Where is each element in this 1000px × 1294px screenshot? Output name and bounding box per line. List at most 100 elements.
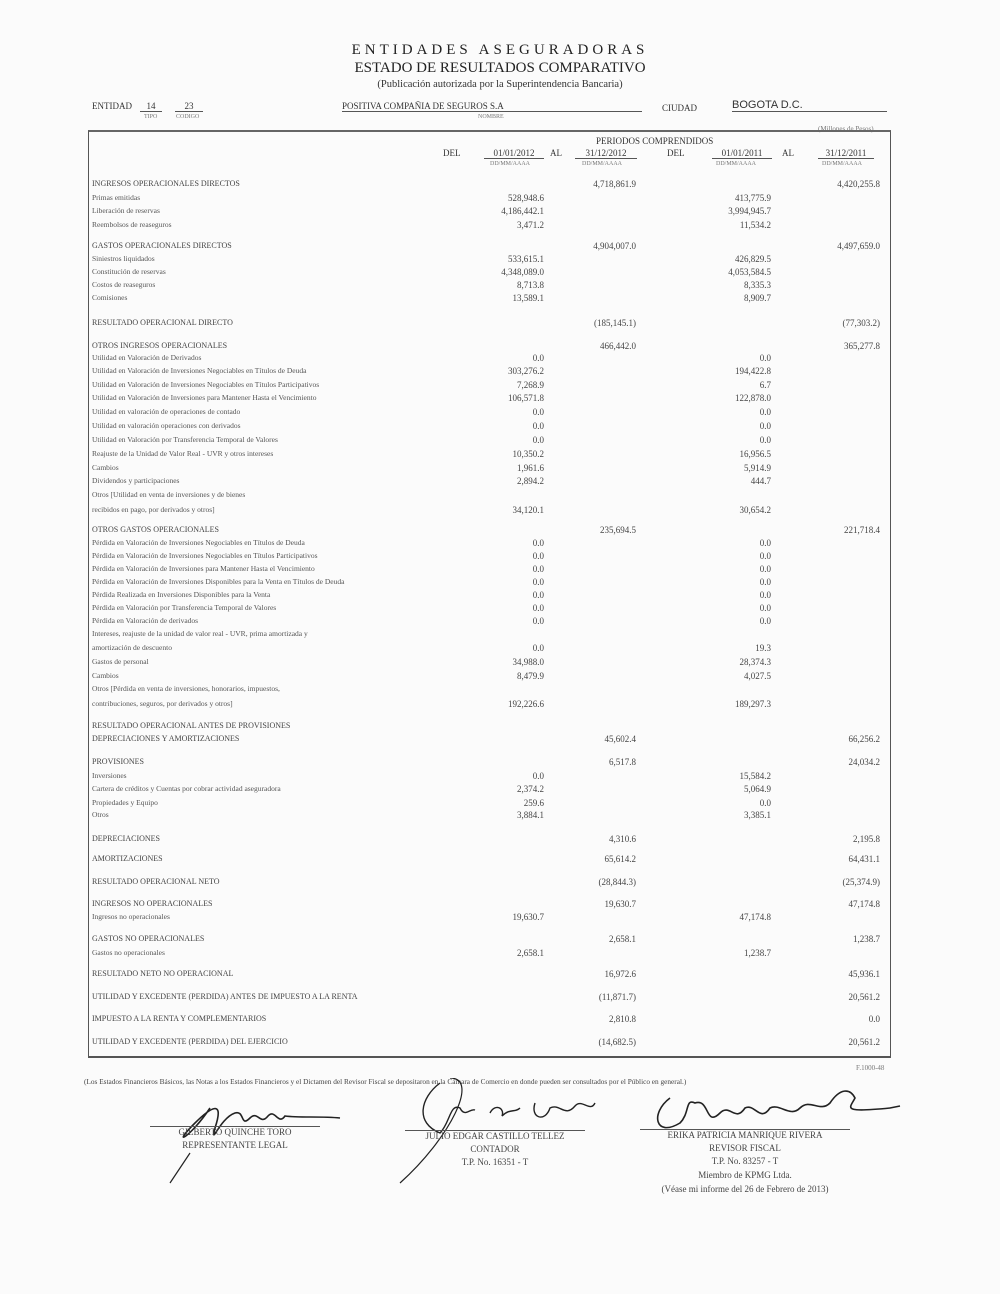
row-label: Reembolsos de reaseguros xyxy=(92,220,172,229)
statement-row: Utilidad en Valoración de Inversiones Ne… xyxy=(0,380,1000,392)
date-format-1: DD/MM/AAAA xyxy=(490,161,531,167)
total-2011: 4,420,255.8 xyxy=(837,179,880,189)
total-2012: 4,718,861.9 xyxy=(593,179,636,189)
period2-al-label: AL xyxy=(782,148,794,158)
statement-row: Gastos no operacionales 2,658.1 1,238.7 xyxy=(0,948,1000,960)
detail-2011: 0.0 xyxy=(759,798,771,808)
statement-row: Otros 3,884.1 3,385.1 xyxy=(0,810,1000,822)
row-label: Utilidad en Valoración de Inversiones pa… xyxy=(92,393,317,402)
statement-row: GASTOS OPERACIONALES DIRECTOS 4,904,007.0… xyxy=(0,241,1000,253)
total-2012: 16,972.6 xyxy=(604,969,637,979)
statement-row: OTROS GASTOS OPERACIONALES 235,694.5 221,7… xyxy=(0,525,1000,537)
detail-2011: 47,174.8 xyxy=(739,912,772,922)
statement-row: Gastos de personal 34,988.0 28,374.3 xyxy=(0,657,1000,669)
row-label: Cambios xyxy=(92,671,119,680)
total-2012: (14,682.5) xyxy=(598,1037,637,1047)
statement-row: GASTOS NO OPERACIONALES 2,658.1 1,238.7 xyxy=(0,934,1000,946)
detail-2012: 0.0 xyxy=(532,353,544,363)
detail-2011: 19.3 xyxy=(755,643,771,653)
statement-row: RESULTADO OPERACIONAL ANTES DE PROVISION… xyxy=(0,721,1000,733)
total-2011: 1,238.7 xyxy=(853,934,880,944)
row-label: Pérdida en Valoración por Transferencia … xyxy=(92,603,277,612)
detail-2011: 0.0 xyxy=(759,435,771,445)
detail-2011: 4,053,584.5 xyxy=(728,267,771,277)
row-label: OTROS INGRESOS OPERACIONALES xyxy=(92,341,228,350)
detail-2012: 0.0 xyxy=(532,551,544,561)
row-label: Pérdida en Valoración de Inversiones Neg… xyxy=(92,538,305,547)
period1-to: 31/12/2012 xyxy=(575,148,637,159)
row-label: amortización de descuento xyxy=(92,643,172,652)
total-2011: 20,561.2 xyxy=(848,992,881,1002)
statement-row: Utilidad en Valoración de Inversiones pa… xyxy=(0,393,1000,405)
detail-2011: 444.7 xyxy=(750,476,771,486)
legal-rep-role: REPRESENTANTE LEGAL xyxy=(182,1140,288,1150)
title-line1: ENTIDADES ASEGURADORAS xyxy=(351,42,649,58)
total-2011: 4,497,659.0 xyxy=(837,241,880,251)
statement-row: Otros [Utilidad en venta de inversiones … xyxy=(0,490,1000,502)
detail-2011: 0.0 xyxy=(759,590,771,600)
row-label: Propiedades y Equipo xyxy=(92,798,158,807)
detail-2012: 528,948.6 xyxy=(508,193,544,203)
row-label: Pérdida en Valoración de Inversiones Dis… xyxy=(92,577,345,586)
row-label: GASTOS OPERACIONALES DIRECTOS xyxy=(92,241,232,250)
period1-del-label: DEL xyxy=(443,148,461,158)
auditor-tp: T.P. No. 83257 - T xyxy=(711,1156,779,1166)
statement-row: amortización de descuento 0.0 19.3 xyxy=(0,643,1000,655)
detail-2012: 10,350.2 xyxy=(512,449,545,459)
row-label: Utilidad en valoración operaciones con d… xyxy=(92,421,241,430)
total-2011: 47,174.8 xyxy=(848,899,881,909)
row-label: RESULTADO OPERACIONAL NETO xyxy=(92,877,220,886)
row-label: Utilidad en valoración de operaciones de… xyxy=(92,407,241,416)
detail-2011: 4,027.5 xyxy=(744,671,771,681)
detail-2012: 0.0 xyxy=(532,771,544,781)
total-2012: (11,871.7) xyxy=(598,992,636,1002)
statement-row: Utilidad en Valoración por Transferencia… xyxy=(0,435,1000,447)
detail-2012: 0.0 xyxy=(532,643,544,653)
total-2011: 221,718.4 xyxy=(844,525,880,535)
statement-row: Pérdida en Valoración de Inversiones Dis… xyxy=(0,577,1000,589)
accountant-role: CONTADOR xyxy=(470,1144,520,1154)
row-label: Pérdida Realizada en Inversiones Disponi… xyxy=(92,590,271,599)
tipo-caption: TIPO xyxy=(144,114,158,120)
row-label: contribuciones, seguros, por derivados y… xyxy=(92,699,233,708)
total-2012: 2,810.8 xyxy=(609,1014,636,1024)
row-label: Inversiones xyxy=(92,771,127,780)
row-label: Pérdida en Valoración de Inversiones Neg… xyxy=(92,551,318,560)
date-format-3: DD/MM/AAAA xyxy=(716,161,757,167)
total-2011: 45,936.1 xyxy=(848,969,881,979)
row-label: UTILIDAD Y EXCEDENTE (PERDIDA) DEL EJERC… xyxy=(92,1037,288,1046)
statement-row: Reembolsos de reaseguros 3,471.2 11,534.2 xyxy=(0,220,1000,232)
total-2011: 2,195.8 xyxy=(853,834,880,844)
codigo-caption: CODIGO xyxy=(176,114,200,120)
statement-row: Ingresos no operacionales 19,630.7 47,174.… xyxy=(0,912,1000,924)
deposit-note: (Los Estados Financieros Básicos, las No… xyxy=(84,1077,687,1086)
detail-2011: 0.0 xyxy=(759,421,771,431)
ciudad-value: BOGOTA D.C. xyxy=(732,99,887,112)
period2-to: 31/12/2011 xyxy=(818,148,874,159)
row-label: PROVISIONES xyxy=(92,757,145,766)
detail-2011: 122,878.0 xyxy=(735,393,771,403)
statement-row: Utilidad en Valoración de Derivados 0.0 0.… xyxy=(0,353,1000,365)
detail-2012: 8,713.8 xyxy=(517,280,544,290)
statement-row: INGRESOS OPERACIONALES DIRECTOS 4,718,861… xyxy=(0,179,1000,191)
detail-2012: 13,589.1 xyxy=(512,293,545,303)
detail-2011: 8,909.7 xyxy=(744,293,771,303)
statement-row: AMORTIZACIONES 65,614.2 64,431.1 xyxy=(0,854,1000,866)
row-label: Liberación de reservas xyxy=(92,206,160,215)
detail-2012: 0.0 xyxy=(532,564,544,574)
statement-row: Pérdida en Valoración de Inversiones Neg… xyxy=(0,551,1000,563)
detail-2011: 11,534.2 xyxy=(739,220,771,230)
detail-2012: 303,276.2 xyxy=(508,366,544,376)
detail-2012: 7,268.9 xyxy=(517,380,544,390)
detail-2012: 533,615.1 xyxy=(508,254,544,264)
row-label: recibidos en pago, por derivados y otros… xyxy=(92,505,215,514)
detail-2012: 0.0 xyxy=(532,435,544,445)
detail-2011: 5,064.9 xyxy=(744,784,771,794)
detail-2011: 0.0 xyxy=(759,353,771,363)
row-label: Ingresos no operacionales xyxy=(92,912,170,921)
statement-row: recibidos en pago, por derivados y otros… xyxy=(0,505,1000,517)
auditor-role: REVISOR FISCAL xyxy=(709,1143,781,1153)
statement-row: Reajuste de la Unidad de Valor Real - UV… xyxy=(0,449,1000,461)
statement-row: DEPRECIACIONES 4,310.6 2,195.8 xyxy=(0,834,1000,846)
row-label: DEPRECIACIONES xyxy=(92,834,161,843)
